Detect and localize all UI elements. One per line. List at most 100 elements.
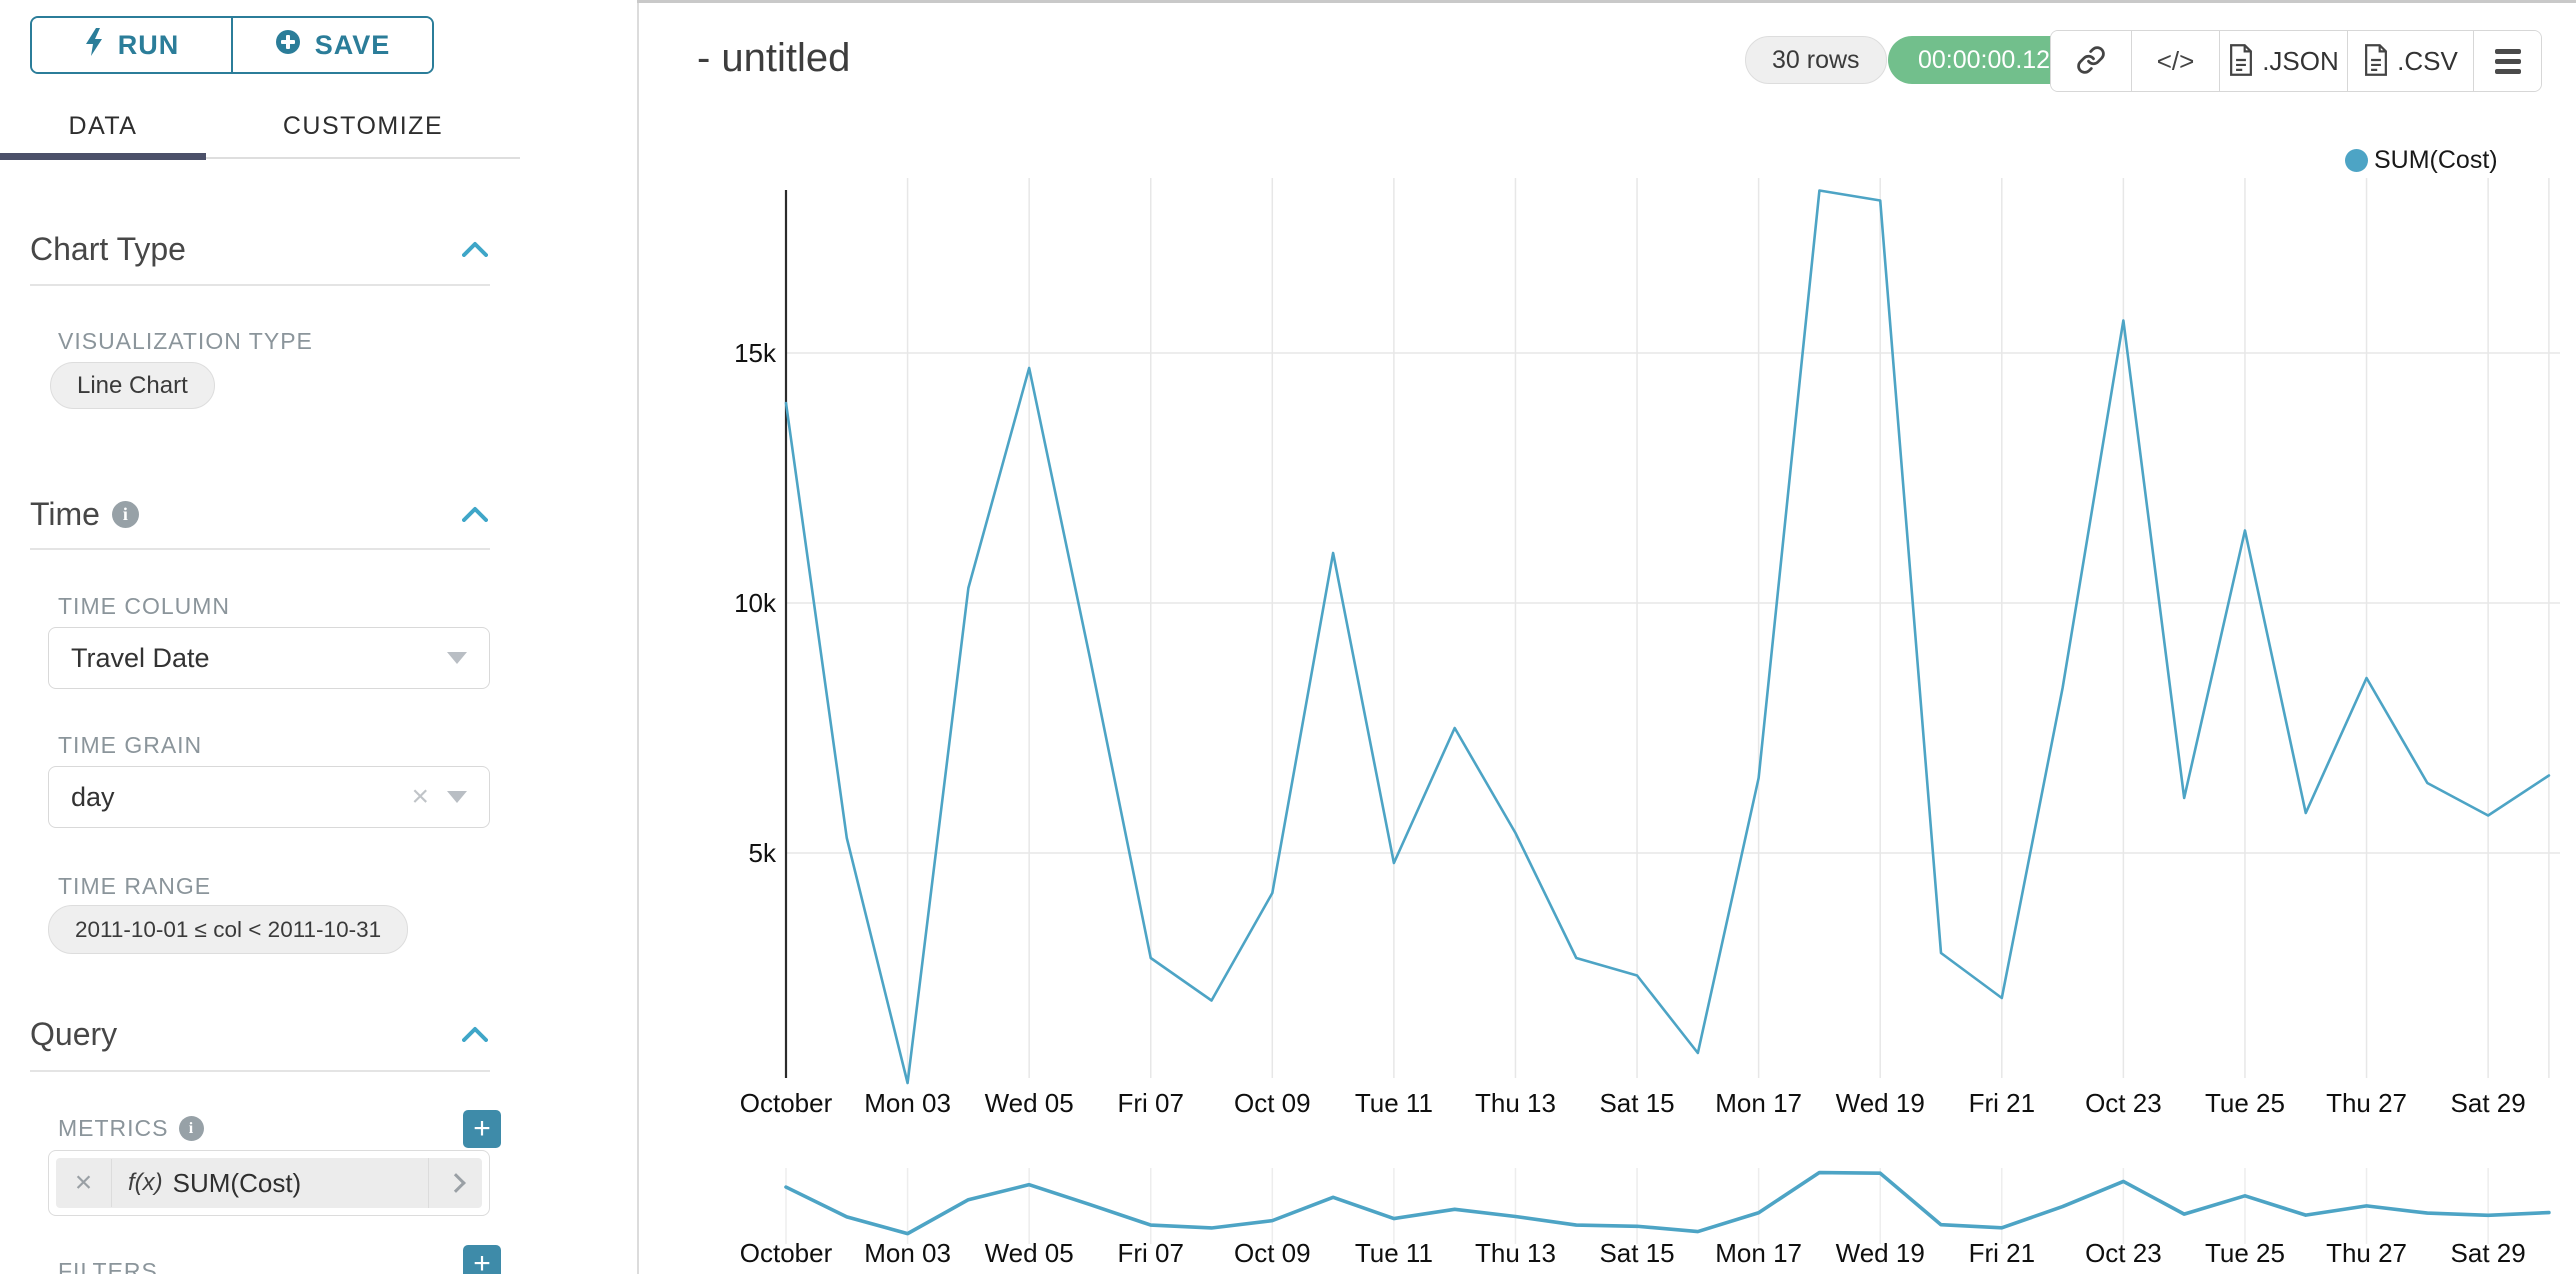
legend-dot-icon bbox=[2345, 149, 2368, 172]
viz-type-pill[interactable]: Line Chart bbox=[50, 362, 215, 409]
fx-icon: f(x) bbox=[128, 1169, 163, 1196]
y-axis-tick-label: 5k bbox=[749, 838, 777, 868]
x-axis-tick-label: October bbox=[740, 1088, 833, 1118]
remove-metric-icon[interactable]: × bbox=[56, 1159, 112, 1207]
section-title-time: Time bbox=[30, 496, 100, 532]
x-axis-tick-label: Fri 21 bbox=[1969, 1088, 2035, 1118]
file-csv-icon bbox=[2363, 43, 2389, 79]
mini-x-axis-tick-label: Wed 05 bbox=[985, 1238, 1074, 1268]
file-json-icon bbox=[2228, 43, 2254, 79]
x-axis-tick-label: Mon 17 bbox=[1715, 1088, 1802, 1118]
add-metric-button[interactable]: + bbox=[463, 1110, 501, 1148]
x-axis-tick-label: Oct 09 bbox=[1234, 1088, 1311, 1118]
mini-x-axis-tick-label: Fri 21 bbox=[1969, 1238, 2035, 1268]
x-axis-tick-label: Wed 19 bbox=[1836, 1088, 1925, 1118]
collapse-chevron-icon[interactable] bbox=[462, 506, 488, 522]
share-link-button[interactable] bbox=[2051, 31, 2131, 91]
x-axis-tick-label: Sat 15 bbox=[1599, 1088, 1674, 1118]
x-axis-tick-label: Oct 23 bbox=[2085, 1088, 2162, 1118]
x-axis-tick-label: Thu 13 bbox=[1475, 1088, 1556, 1118]
chart-menu-button[interactable] bbox=[2473, 31, 2541, 91]
metrics-label: METRICS bbox=[58, 1115, 169, 1141]
expand-metric-control[interactable] bbox=[428, 1158, 482, 1208]
mini-x-axis-tick-label: Wed 19 bbox=[1836, 1238, 1925, 1268]
tab-data[interactable]: DATA bbox=[68, 111, 138, 140]
section-title-chart-type: Chart Type bbox=[30, 231, 186, 267]
metric-pill[interactable]: × f(x) SUM(Cost) bbox=[56, 1158, 482, 1208]
info-icon[interactable]: i bbox=[111, 501, 139, 528]
time-column-select[interactable]: Travel Date bbox=[48, 627, 490, 689]
x-axis-tick-label: Wed 05 bbox=[985, 1088, 1074, 1118]
y-axis-tick-label: 15k bbox=[734, 338, 777, 368]
x-axis-tick-label: Mon 03 bbox=[864, 1088, 951, 1118]
mini-x-axis-tick-label: Oct 23 bbox=[2085, 1238, 2162, 1268]
mini-x-axis-tick-label: Thu 13 bbox=[1475, 1238, 1556, 1268]
collapse-chevron-icon[interactable] bbox=[462, 1026, 488, 1042]
series-line-main bbox=[784, 189, 2551, 1085]
mini-x-axis-tick-label: Sat 29 bbox=[2451, 1238, 2526, 1268]
mini-x-axis-tick-label: October bbox=[740, 1238, 833, 1268]
collapse-chevron-icon[interactable] bbox=[462, 241, 488, 257]
tab-customize[interactable]: CUSTOMIZE bbox=[282, 111, 444, 140]
export-json-label: .JSON bbox=[2262, 45, 2339, 76]
section-title-query: Query bbox=[30, 1016, 118, 1052]
top-border bbox=[0, 0, 2576, 3]
mini-x-axis-tick-label: Fri 07 bbox=[1118, 1238, 1184, 1268]
section-divider bbox=[30, 1070, 490, 1072]
mini-x-axis-tick-label: Mon 17 bbox=[1715, 1238, 1802, 1268]
mini-x-axis-tick-label: Thu 27 bbox=[2326, 1238, 2407, 1268]
filters-label: FILTERS bbox=[58, 1258, 158, 1274]
rows-count-badge: 30 rows bbox=[1745, 36, 1887, 84]
panel-tabs: DATA CUSTOMIZE bbox=[0, 96, 520, 156]
time-grain-value: day bbox=[71, 781, 115, 812]
hamburger-menu-icon bbox=[2494, 48, 2521, 74]
x-axis-tick-label: Fri 07 bbox=[1118, 1088, 1184, 1118]
panel-divider bbox=[637, 3, 639, 1274]
chart-legend[interactable]: SUM(Cost) bbox=[2345, 146, 2498, 175]
section-divider bbox=[30, 284, 490, 286]
viz-type-label: VISUALIZATION TYPE bbox=[58, 328, 313, 354]
mini-x-axis-tick-label: Mon 03 bbox=[864, 1238, 951, 1268]
time-column-value: Travel Date bbox=[71, 642, 210, 673]
metrics-container: × f(x) SUM(Cost) bbox=[48, 1150, 490, 1216]
lightning-bolt-icon bbox=[84, 27, 104, 63]
info-icon[interactable]: i bbox=[178, 1116, 204, 1141]
x-axis-tick-label: Tue 25 bbox=[2205, 1088, 2285, 1118]
run-button-label: RUN bbox=[117, 29, 180, 60]
export-csv-button[interactable]: .CSV bbox=[2347, 31, 2473, 91]
time-range-label: TIME RANGE bbox=[58, 873, 212, 899]
time-range-pill[interactable]: 2011-10-01 ≤ col < 2011-10-31 bbox=[48, 905, 409, 954]
control-panel: RUN SAVE DATA CUSTOMIZE Chart Type VISUA… bbox=[0, 0, 637, 1274]
x-axis-tick-label: Sat 29 bbox=[2451, 1088, 2526, 1118]
mini-x-axis-tick-label: Oct 09 bbox=[1234, 1238, 1311, 1268]
time-grain-label: TIME GRAIN bbox=[58, 732, 203, 758]
active-tab-underline bbox=[0, 153, 206, 160]
mini-x-axis-tick-label: Tue 11 bbox=[1355, 1238, 1433, 1268]
export-csv-label: .CSV bbox=[2397, 45, 2458, 76]
view-query-button[interactable]: </> bbox=[2131, 31, 2219, 91]
plus-circle-icon bbox=[275, 29, 301, 62]
code-icon: </> bbox=[2156, 45, 2195, 76]
section-header-time: Time i bbox=[30, 496, 139, 533]
time-grain-select[interactable]: day × bbox=[48, 766, 490, 828]
metric-name: SUM(Cost) bbox=[172, 1167, 302, 1198]
add-filter-button[interactable]: + bbox=[463, 1245, 501, 1274]
x-axis-tick-label: Thu 27 bbox=[2326, 1088, 2407, 1118]
chevron-down-icon bbox=[447, 652, 467, 664]
section-divider bbox=[30, 548, 490, 550]
chart-title[interactable]: - untitled bbox=[697, 36, 851, 80]
link-icon bbox=[2076, 45, 2106, 78]
export-json-button[interactable]: .JSON bbox=[2219, 31, 2347, 91]
legend-series-label: SUM(Cost) bbox=[2374, 146, 2498, 174]
clear-icon[interactable]: × bbox=[411, 780, 429, 813]
save-button-label: SAVE bbox=[314, 29, 391, 60]
run-save-button-group: RUN SAVE bbox=[30, 16, 434, 74]
tabs-divider bbox=[0, 157, 520, 159]
mini-x-axis-tick-label: Sat 15 bbox=[1599, 1238, 1674, 1268]
save-button[interactable]: SAVE bbox=[231, 18, 432, 72]
chevron-down-icon bbox=[447, 791, 467, 803]
mini-x-axis-tick-label: Tue 25 bbox=[2205, 1238, 2285, 1268]
run-button[interactable]: RUN bbox=[32, 18, 231, 72]
